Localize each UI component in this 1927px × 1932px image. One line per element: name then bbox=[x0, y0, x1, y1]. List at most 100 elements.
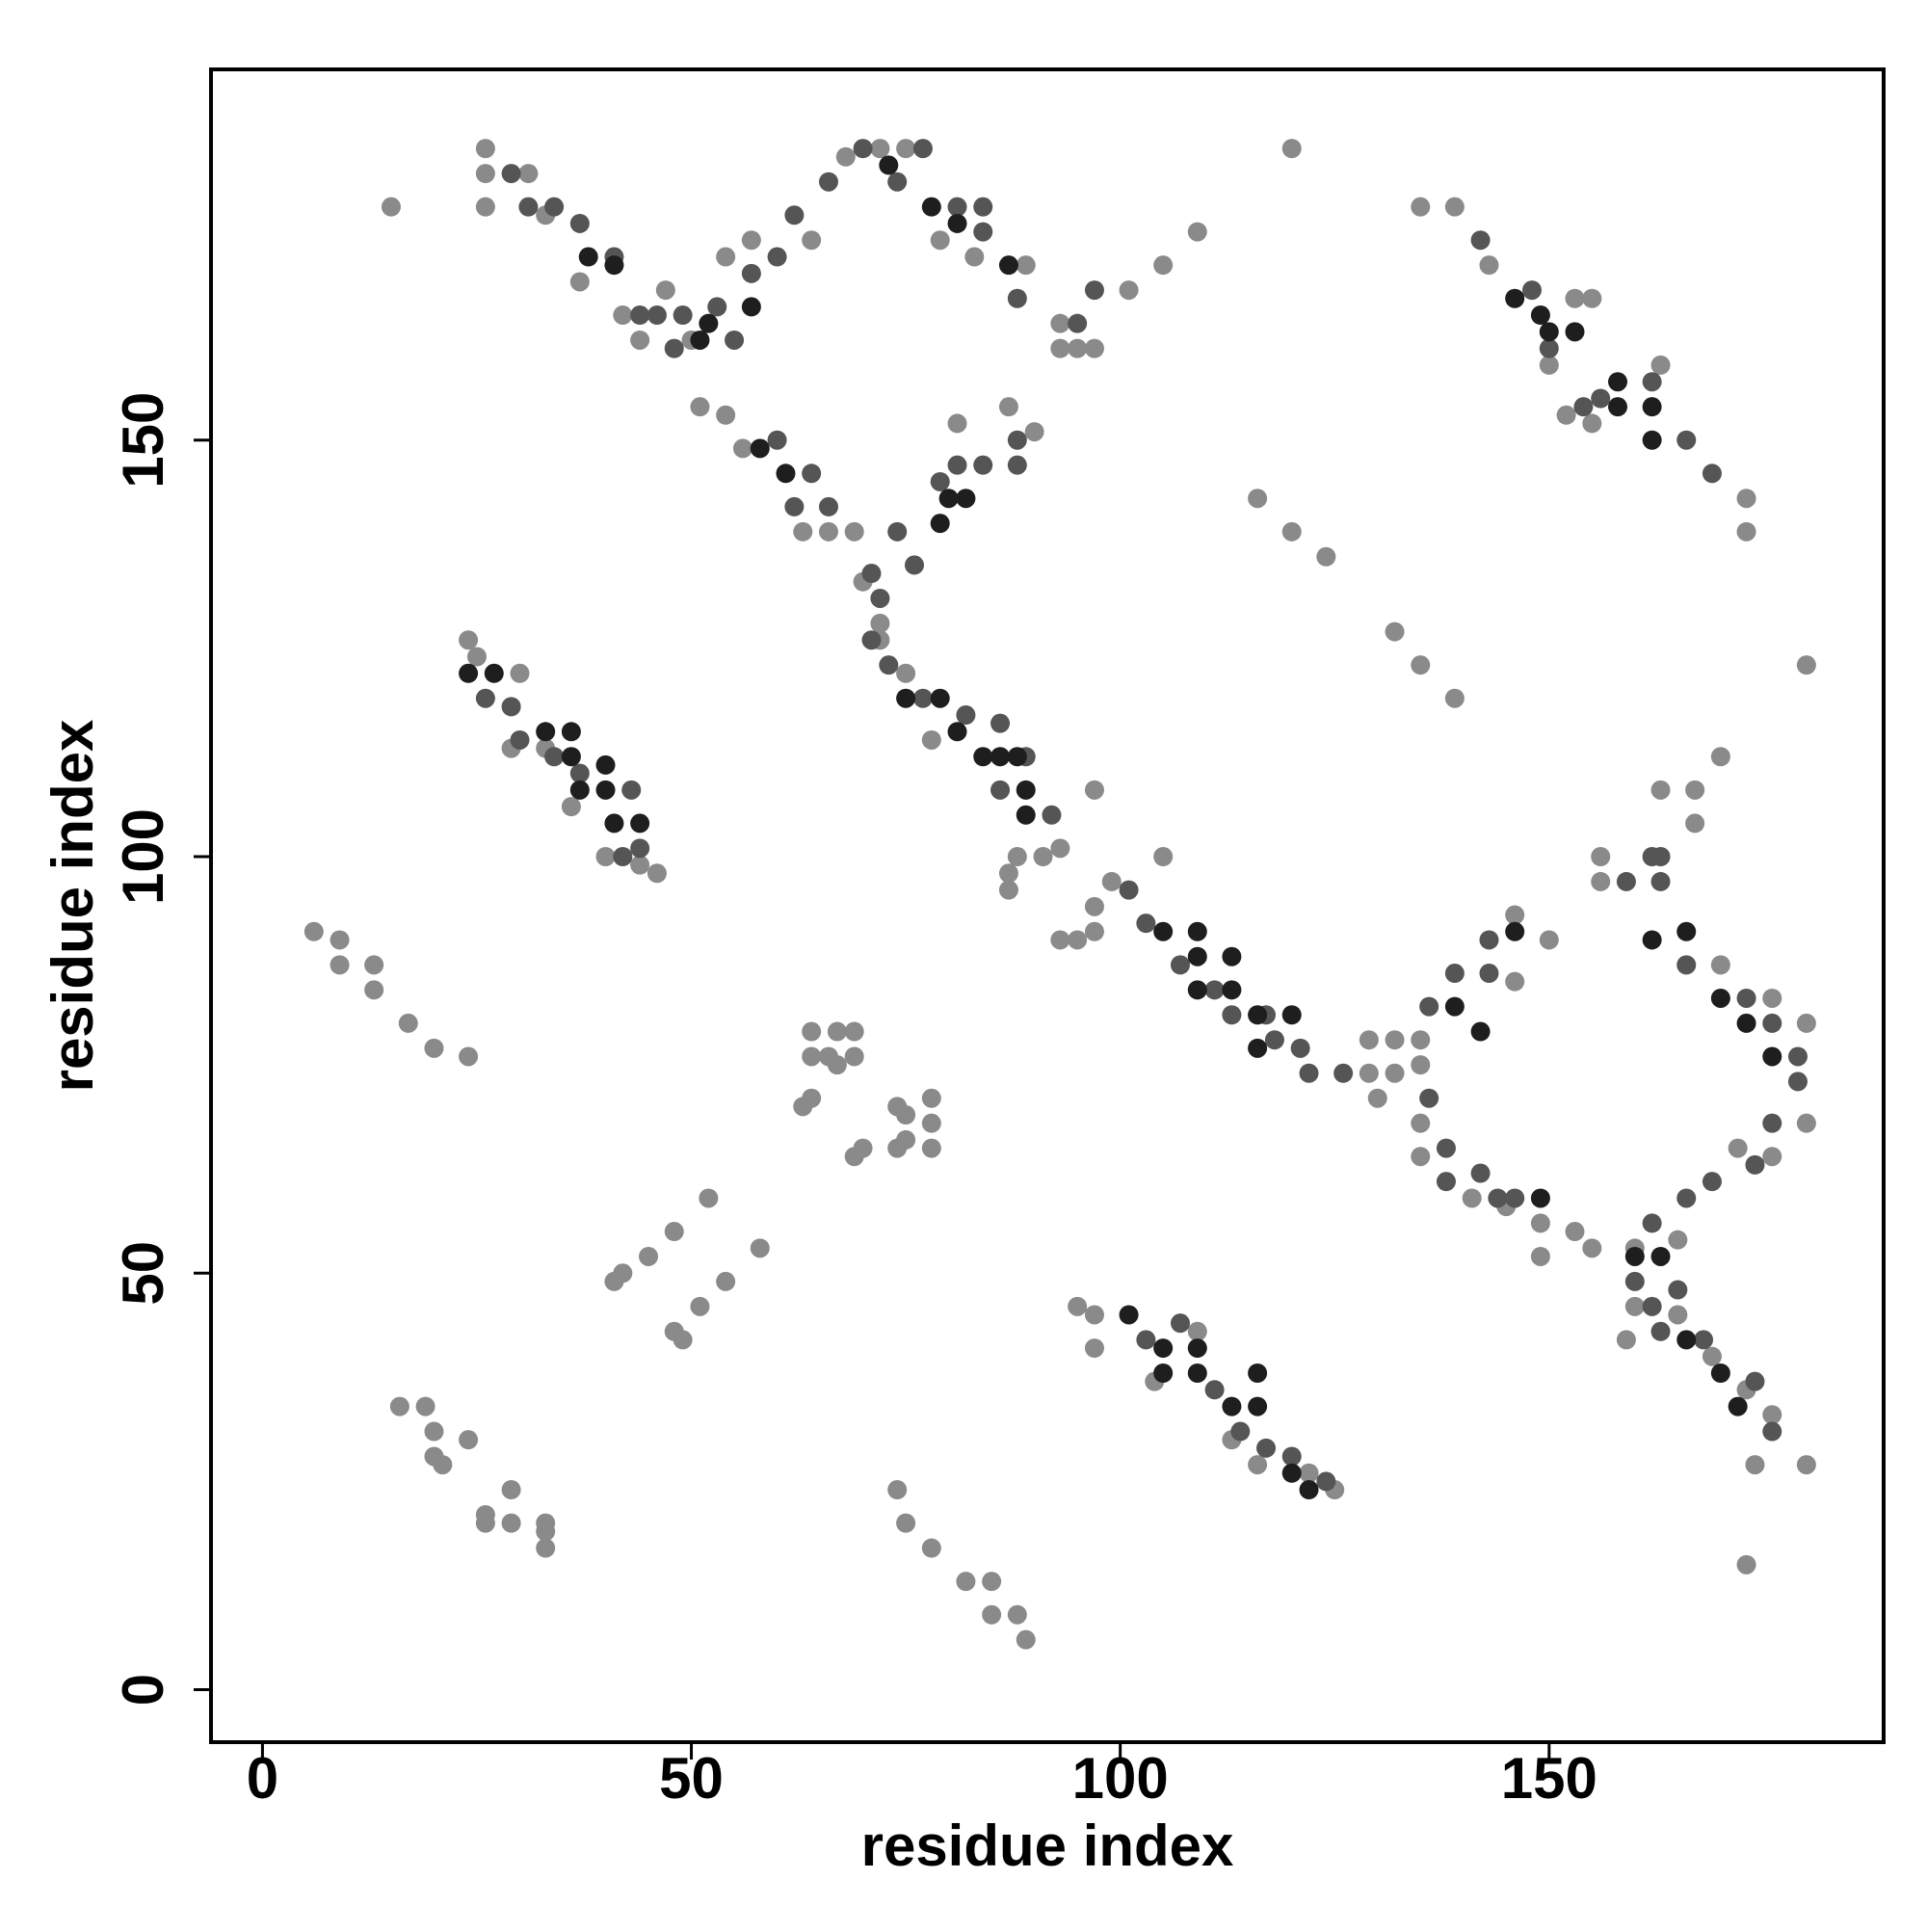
contact-point bbox=[921, 1113, 941, 1133]
contact-point bbox=[1470, 230, 1491, 251]
contact-point bbox=[896, 1513, 916, 1533]
contact-point bbox=[818, 172, 838, 192]
contact-point bbox=[569, 272, 590, 292]
contact-point bbox=[673, 1330, 693, 1350]
contact-point bbox=[802, 1021, 822, 1042]
contact-point bbox=[613, 305, 633, 326]
contact-point bbox=[1016, 805, 1036, 825]
contact-point bbox=[1411, 197, 1431, 217]
contact-point bbox=[1642, 372, 1662, 392]
contact-point bbox=[647, 863, 667, 884]
contact-point bbox=[475, 164, 495, 184]
contact-point bbox=[1736, 1554, 1756, 1575]
contact-point bbox=[938, 489, 959, 509]
contact-point bbox=[741, 263, 761, 283]
contact-point bbox=[1650, 871, 1671, 891]
plot-frame bbox=[209, 67, 1886, 1744]
contact-point bbox=[998, 880, 1018, 900]
contact-point bbox=[1762, 1113, 1782, 1133]
contact-point bbox=[1281, 1446, 1302, 1467]
contact-point bbox=[1728, 1138, 1748, 1158]
contact-point bbox=[767, 247, 787, 267]
contact-point bbox=[1230, 1421, 1251, 1442]
contact-point bbox=[930, 471, 950, 491]
x-tick-label: 50 bbox=[659, 1746, 724, 1811]
contact-point bbox=[853, 139, 873, 159]
contact-point bbox=[655, 280, 675, 301]
contact-point bbox=[1007, 430, 1027, 450]
contact-point bbox=[1281, 139, 1302, 159]
contact-point bbox=[459, 1046, 479, 1067]
contact-point bbox=[956, 1572, 976, 1592]
contact-point bbox=[1488, 1188, 1508, 1208]
contact-point bbox=[424, 1421, 444, 1442]
contact-point bbox=[947, 197, 967, 217]
contact-point bbox=[1016, 255, 1036, 276]
contact-point bbox=[1411, 1055, 1431, 1075]
contact-point bbox=[1187, 222, 1207, 242]
contact-point bbox=[1153, 1363, 1174, 1384]
contact-point bbox=[1685, 780, 1705, 800]
contact-point bbox=[1650, 1246, 1671, 1266]
contact-point bbox=[1136, 1330, 1156, 1350]
contact-point bbox=[501, 697, 521, 717]
contact-point bbox=[510, 663, 530, 683]
contact-point bbox=[630, 330, 650, 350]
contact-point bbox=[921, 1138, 941, 1158]
contact-point bbox=[982, 1604, 1002, 1625]
contact-point bbox=[956, 705, 976, 726]
contact-point bbox=[1762, 988, 1782, 1008]
contact-point bbox=[870, 139, 890, 159]
contact-point bbox=[741, 230, 761, 251]
contact-point bbox=[1153, 921, 1174, 941]
contact-point bbox=[630, 855, 650, 875]
contact-point bbox=[459, 630, 479, 650]
contact-point bbox=[1762, 1421, 1782, 1442]
contact-point bbox=[1033, 846, 1053, 866]
contact-point bbox=[879, 655, 899, 675]
contact-point bbox=[784, 496, 805, 516]
contact-point bbox=[1530, 1213, 1550, 1233]
contact-point bbox=[956, 489, 976, 509]
contact-point bbox=[905, 555, 925, 575]
contact-point bbox=[1736, 521, 1756, 542]
contact-point bbox=[630, 838, 650, 859]
contact-point bbox=[1796, 1455, 1816, 1475]
contact-point bbox=[716, 1271, 736, 1291]
contact-point bbox=[613, 846, 633, 866]
contact-point bbox=[1539, 322, 1559, 342]
contact-point bbox=[1796, 1113, 1816, 1133]
contact-point bbox=[1608, 372, 1628, 392]
contact-point bbox=[1710, 988, 1730, 1008]
contact-point bbox=[1444, 688, 1465, 708]
contact-point bbox=[1050, 313, 1070, 333]
contact-point bbox=[1616, 1330, 1636, 1350]
contact-point bbox=[1624, 1271, 1645, 1291]
contact-point bbox=[998, 863, 1018, 884]
contact-point bbox=[707, 297, 727, 317]
contact-point bbox=[1187, 946, 1207, 966]
contact-point bbox=[1119, 280, 1139, 301]
contact-point bbox=[1316, 546, 1336, 567]
contact-point bbox=[1016, 1629, 1036, 1650]
contact-point bbox=[1187, 1363, 1207, 1384]
contact-point bbox=[1444, 197, 1465, 217]
contact-point bbox=[844, 1021, 864, 1042]
contact-point bbox=[690, 330, 710, 350]
contact-point bbox=[947, 722, 967, 742]
contact-point bbox=[544, 197, 565, 217]
contact-point bbox=[1505, 971, 1525, 992]
contact-point bbox=[1084, 896, 1104, 916]
contact-point bbox=[1668, 1305, 1688, 1325]
contact-point bbox=[1290, 1038, 1310, 1058]
contact-point bbox=[887, 1138, 908, 1158]
contact-point bbox=[1444, 964, 1465, 984]
contact-point bbox=[304, 921, 324, 941]
contact-point bbox=[1153, 255, 1174, 276]
contact-point bbox=[1101, 871, 1122, 891]
contact-point bbox=[716, 405, 736, 425]
contact-point bbox=[1436, 1172, 1456, 1192]
contact-point bbox=[1222, 980, 1242, 1000]
contact-point bbox=[1222, 946, 1242, 966]
contact-point bbox=[861, 630, 882, 650]
